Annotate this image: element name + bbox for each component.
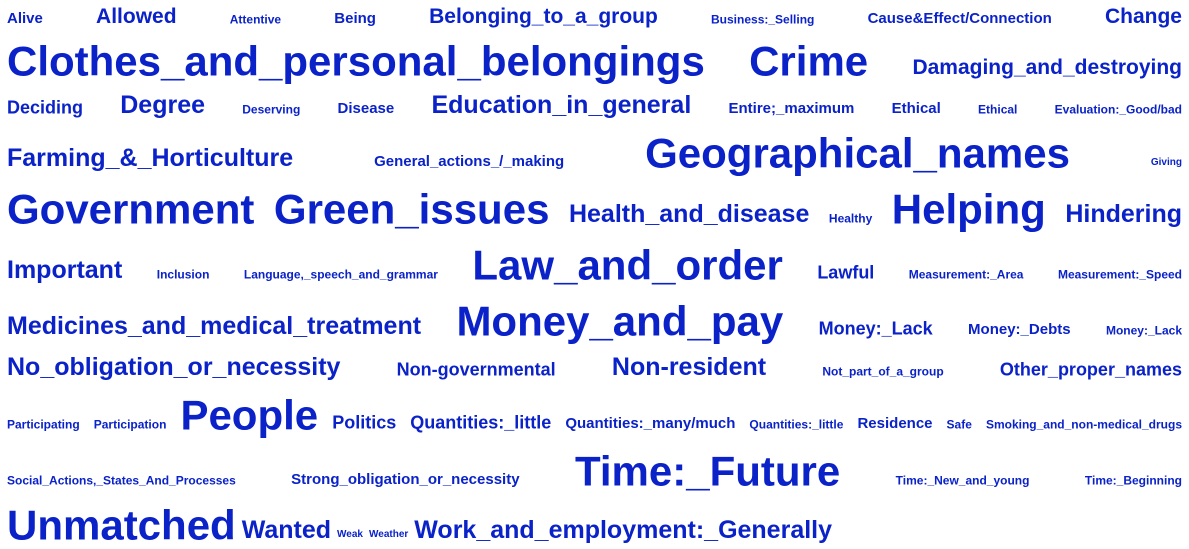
cloud-word: Evaluation:_Good/bad bbox=[1054, 102, 1182, 117]
cloud-word: Medicines_and_medical_treatment bbox=[7, 312, 422, 340]
cloud-word: Being bbox=[334, 10, 376, 27]
cloud-word: Change bbox=[1104, 5, 1182, 29]
cloud-word: Law_and_order bbox=[472, 241, 783, 289]
cloud-word: Wanted bbox=[241, 516, 332, 544]
cloud-word: Green_issues bbox=[273, 185, 550, 233]
cloud-word: Social_Actions,_States_And_Processes bbox=[7, 473, 236, 488]
cloud-word: Politics bbox=[332, 412, 397, 433]
cloud-word: Money:_Debts bbox=[968, 321, 1071, 338]
cloud-word: Inclusion bbox=[156, 267, 210, 282]
cloud-word: Work_and_employment:_Generally bbox=[414, 516, 833, 544]
cloud-word: Participation bbox=[93, 417, 167, 432]
cloud-word: Time:_Future bbox=[574, 447, 841, 495]
cloud-word: Giving bbox=[1150, 157, 1182, 168]
cloud-word: Money_and_pay bbox=[456, 297, 784, 345]
cloud-word: Safe bbox=[946, 417, 972, 432]
cloud-word: Not_part_of_a_group bbox=[822, 364, 944, 379]
cloud-word: Damaging_and_destroying bbox=[912, 56, 1182, 80]
cloud-word: Smoking_and_non-medical_drugs bbox=[985, 417, 1182, 432]
cloud-word: Measurement:_Speed bbox=[1057, 267, 1182, 282]
cloud-word: Health_and_disease bbox=[568, 200, 810, 228]
cloud-word: Helping bbox=[891, 185, 1046, 233]
cloud-word: Quantities:_little bbox=[410, 412, 552, 433]
cloud-word: Quantities:_little bbox=[749, 417, 844, 432]
cloud-word: Participating bbox=[7, 417, 80, 432]
cloud-word: Allowed bbox=[96, 5, 177, 29]
cloud-word: Ethical bbox=[978, 102, 1018, 117]
cloud-word: Attentive bbox=[229, 12, 282, 27]
cloud-word: Clothes_and_personal_belongings bbox=[7, 37, 705, 85]
cloud-word: People bbox=[180, 391, 319, 439]
cloud-word: Important bbox=[7, 256, 123, 284]
cloud-word: Money:_Lack bbox=[818, 318, 933, 339]
cloud-word: Unmatched bbox=[7, 501, 236, 549]
cloud-word: Education_in_general bbox=[431, 91, 692, 119]
cloud-word: Weak bbox=[337, 529, 363, 540]
cloud-word: Money:_Lack bbox=[1105, 323, 1182, 338]
cloud-word: Language,_speech_and_grammar bbox=[243, 267, 438, 282]
cloud-word: Degree bbox=[120, 91, 206, 119]
cloud-word: No_obligation_or_necessity bbox=[7, 353, 341, 381]
cloud-word: Business:_Selling bbox=[711, 12, 815, 27]
cloud-word: Deserving bbox=[242, 102, 301, 117]
cloud-word: Cause&Effect/Connection bbox=[867, 10, 1052, 27]
cloud-word: Lawful bbox=[817, 262, 875, 283]
cloud-word: Government bbox=[7, 185, 255, 233]
cloud-word: Non-governmental bbox=[396, 359, 556, 380]
cloud-word: Weather bbox=[369, 529, 409, 540]
cloud-word: Geographical_names bbox=[645, 129, 1070, 177]
cloud-word: Deciding bbox=[7, 97, 84, 118]
cloud-word: Belonging_to_a_group bbox=[429, 5, 658, 29]
cloud-word: Disease bbox=[337, 100, 395, 117]
cloud-word: Entire;_maximum bbox=[728, 100, 855, 117]
cloud-word: Farming_&_Horticulture bbox=[7, 144, 294, 172]
cloud-word: Quantities:_many/much bbox=[565, 415, 736, 432]
cloud-word: Residence bbox=[857, 415, 933, 432]
cloud-word: Ethical bbox=[891, 100, 941, 117]
cloud-word: Other_proper_names bbox=[999, 359, 1182, 380]
cloud-word: Crime bbox=[749, 37, 869, 85]
cloud-word: Measurement:_Area bbox=[908, 267, 1024, 282]
cloud-word: Non-resident bbox=[611, 353, 767, 381]
cloud-word: General_actions_/_making bbox=[374, 153, 565, 170]
cloud-word: Alive bbox=[7, 10, 43, 27]
cloud-word: Time:_Beginning bbox=[1084, 473, 1182, 488]
cloud-word: Time:_New_and_young bbox=[895, 473, 1030, 488]
cloud-word: Hindering bbox=[1065, 200, 1182, 228]
cloud-word: Strong_obligation_or_necessity bbox=[291, 471, 520, 488]
cloud-word: Healthy bbox=[828, 211, 873, 226]
